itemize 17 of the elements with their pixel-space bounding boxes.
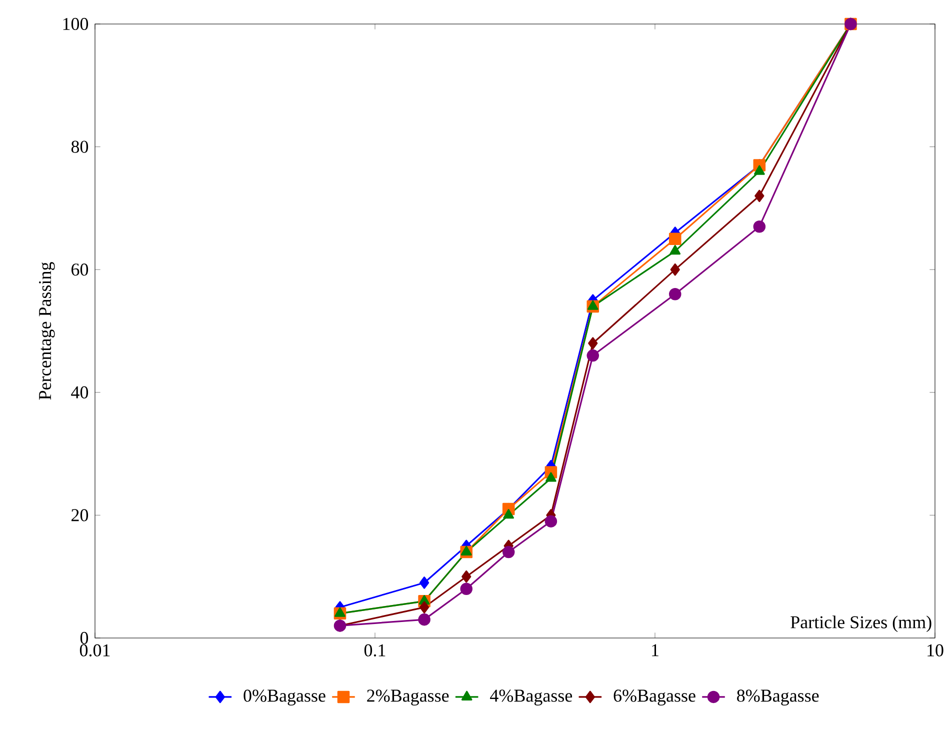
y-tick-label: 80 <box>71 140 88 153</box>
legend-label: 0%Bagasse <box>244 690 326 706</box>
y-tick-label: 20 <box>72 509 88 522</box>
x-tick-label: 0.1 <box>364 644 386 656</box>
legend-label: 6%Bagasse <box>614 690 696 706</box>
y-tick-label: 40 <box>71 386 88 398</box>
y-tick-label: 100 <box>63 18 88 30</box>
legend-label: 2%Bagasse <box>367 690 449 706</box>
y-axis-title: Percentage Passing <box>38 262 55 400</box>
x-axis-title: Particle Sizes (mm) <box>790 616 932 632</box>
legend-label: 4%Bagasse <box>490 690 572 706</box>
y-tick-label: 60 <box>72 264 88 276</box>
x-tick-label: 1 <box>652 644 658 656</box>
y-tick-label: 0 <box>80 632 88 644</box>
x-tick-label: 0.01 <box>80 644 110 656</box>
x-tick-label: 10 <box>928 644 944 656</box>
legend-label: 8%Bagasse <box>737 690 819 706</box>
